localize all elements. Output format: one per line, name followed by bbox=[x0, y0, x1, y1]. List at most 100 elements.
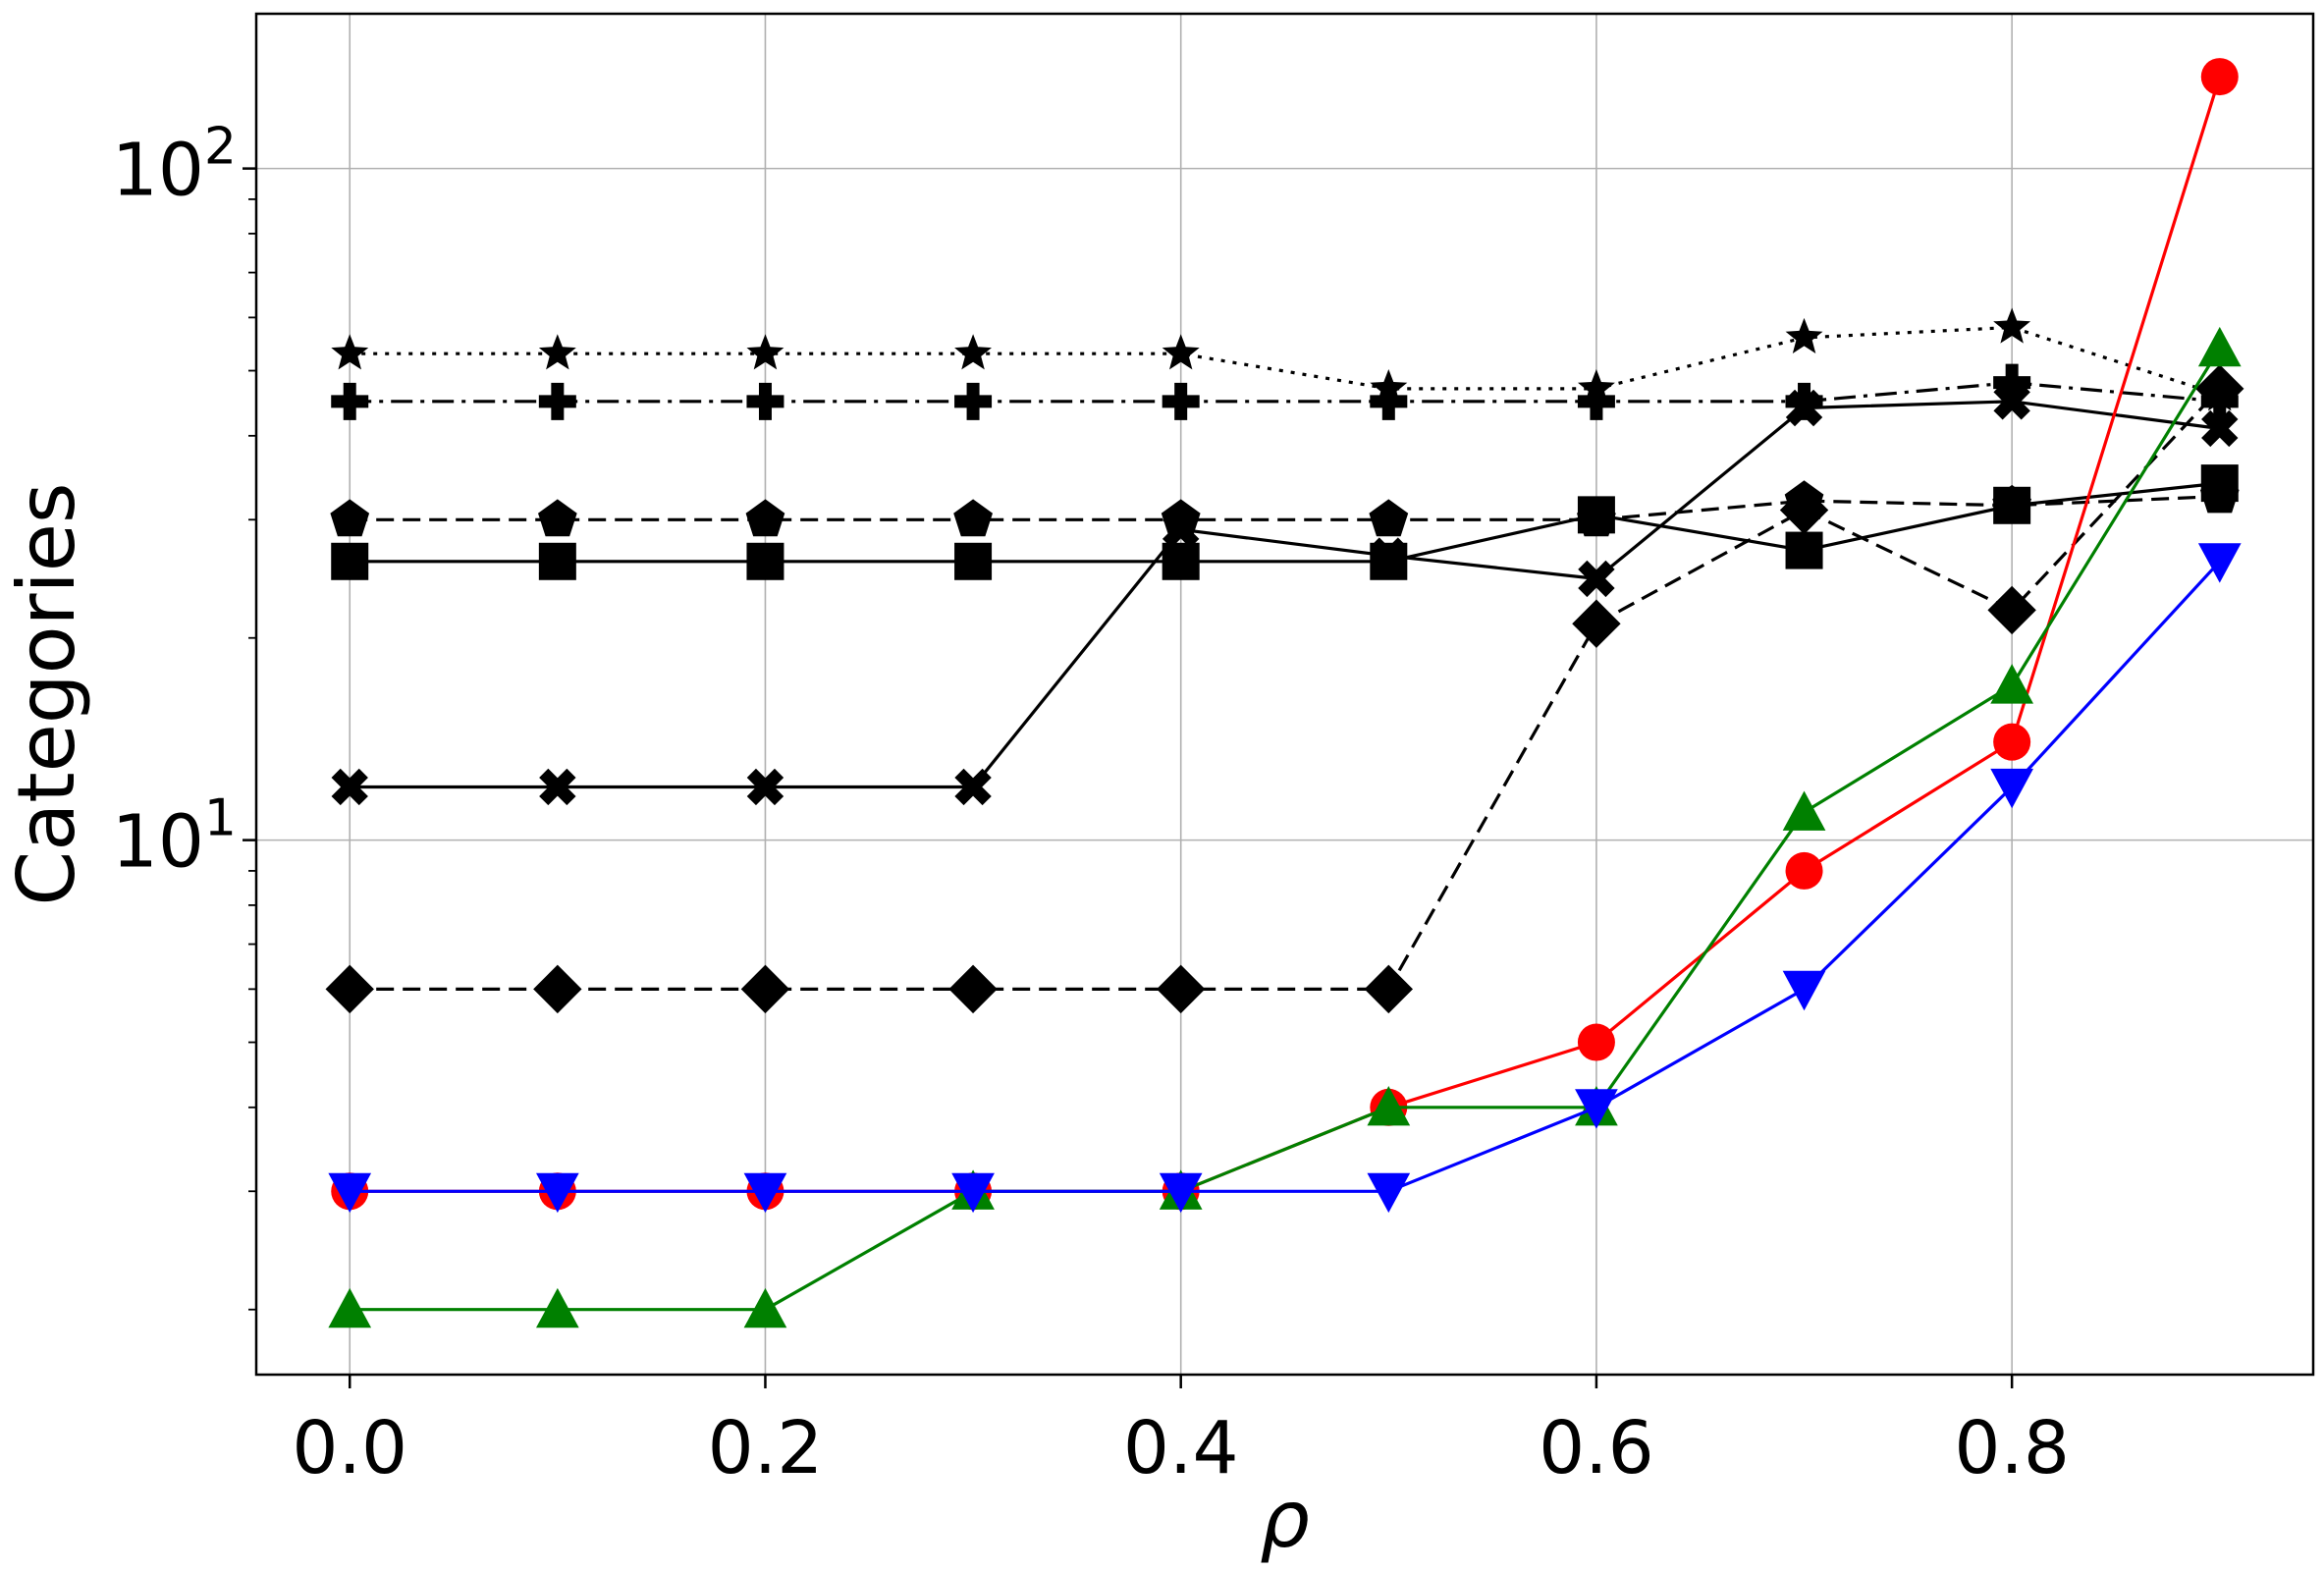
y-tick-label: 101 bbox=[112, 789, 237, 885]
series-point bbox=[746, 334, 784, 370]
series-point bbox=[954, 334, 992, 370]
series-point bbox=[1578, 560, 1615, 598]
series-point bbox=[535, 1287, 579, 1328]
series-point bbox=[1782, 970, 1826, 1011]
series-point bbox=[331, 768, 368, 806]
series-point bbox=[1367, 1172, 1411, 1214]
series-point bbox=[1785, 317, 1823, 353]
series-point bbox=[743, 1287, 787, 1328]
series-point bbox=[1987, 585, 2036, 635]
series-point bbox=[746, 382, 784, 420]
series-line-diamond bbox=[350, 387, 2221, 992]
series-line-x bbox=[350, 400, 2221, 789]
series-point bbox=[325, 964, 374, 1014]
x-tick-label: 0.8 bbox=[1954, 1406, 2070, 1490]
grid-lines bbox=[256, 14, 2313, 1375]
series-layer bbox=[325, 58, 2244, 1328]
series-point bbox=[1364, 964, 1414, 1014]
series-point-shape bbox=[539, 768, 576, 806]
series-point-shape bbox=[1993, 383, 2030, 420]
series-diamond bbox=[325, 364, 2244, 1014]
series-square bbox=[331, 464, 2239, 580]
series-point bbox=[1156, 964, 1206, 1014]
series-line-triangle-up bbox=[350, 347, 2222, 1312]
series-point bbox=[538, 382, 576, 420]
series-point bbox=[745, 499, 785, 537]
series-point bbox=[1575, 1089, 1618, 1129]
series-point bbox=[2195, 364, 2244, 413]
series-point bbox=[1577, 382, 1615, 420]
series-point bbox=[328, 1287, 372, 1328]
series-line-pentagon bbox=[350, 494, 2220, 521]
y-axis-label: Categories bbox=[1, 482, 92, 905]
series-point bbox=[1369, 499, 1409, 537]
series-point bbox=[1993, 723, 2031, 761]
series-point-shape bbox=[331, 768, 368, 806]
series-point bbox=[1370, 537, 1408, 574]
series-point bbox=[1159, 1172, 1203, 1214]
series-point bbox=[2201, 409, 2239, 448]
x-tick-label: 0.4 bbox=[1123, 1406, 1239, 1490]
series-point bbox=[2200, 58, 2239, 96]
series-line-triangle-down bbox=[350, 560, 2221, 1193]
series-point bbox=[1162, 542, 1200, 580]
x-axis-label: ρ bbox=[1260, 1474, 1310, 1565]
series-line-star bbox=[350, 325, 2221, 397]
series-point bbox=[331, 542, 369, 580]
series-point bbox=[746, 768, 784, 806]
series-point-shape bbox=[1370, 537, 1408, 574]
series-point bbox=[538, 542, 576, 580]
series-point bbox=[1785, 851, 1823, 890]
x-tick-label: 0.0 bbox=[292, 1406, 407, 1490]
series-point bbox=[953, 499, 993, 537]
series-point bbox=[533, 964, 582, 1014]
series-point bbox=[1785, 389, 1823, 427]
axis-ticks: 0.0 0.2 0.4 0.6 0.8 101 102 bbox=[112, 118, 2070, 1490]
series-point-shape bbox=[746, 768, 784, 806]
y-minor-ticks bbox=[248, 198, 256, 1311]
series-point-shape bbox=[1785, 389, 1823, 427]
series-point bbox=[1162, 511, 1200, 549]
series-point-shape bbox=[1578, 560, 1615, 598]
series-point bbox=[1993, 383, 2030, 420]
series-point bbox=[330, 499, 370, 537]
series-line-square bbox=[350, 481, 2220, 564]
series-point bbox=[1162, 382, 1200, 420]
series-point bbox=[2197, 543, 2242, 583]
series-point bbox=[1370, 382, 1408, 420]
series-point bbox=[1162, 334, 1200, 370]
series-point-shape bbox=[954, 768, 992, 806]
series-point bbox=[1367, 1085, 1411, 1126]
x-tick-label: 0.6 bbox=[1539, 1406, 1654, 1490]
series-point bbox=[740, 964, 790, 1014]
series-point bbox=[1779, 485, 1829, 535]
series-line-plus bbox=[350, 381, 2220, 404]
series-point bbox=[954, 768, 992, 806]
series-point bbox=[1993, 363, 2031, 402]
series-point-shape bbox=[2201, 409, 2239, 448]
series-point bbox=[743, 1172, 787, 1214]
series-point bbox=[539, 768, 576, 806]
series-point bbox=[1990, 768, 2034, 809]
series-point bbox=[1577, 496, 1615, 534]
series-point bbox=[1990, 664, 2034, 704]
series-point bbox=[948, 964, 998, 1014]
series-point bbox=[1993, 307, 2031, 344]
series-point-shape bbox=[1162, 511, 1200, 549]
series-point bbox=[954, 542, 993, 580]
series-point bbox=[1782, 790, 1826, 831]
series-point bbox=[538, 334, 576, 370]
series-point bbox=[2200, 464, 2239, 503]
series-point bbox=[1572, 599, 1621, 648]
series-point bbox=[1785, 531, 1823, 569]
series-point bbox=[328, 1172, 372, 1214]
series-point bbox=[1993, 486, 2031, 524]
series-point bbox=[746, 542, 784, 580]
series-triangle-down bbox=[328, 543, 2242, 1214]
series-point bbox=[538, 499, 577, 537]
series-point bbox=[535, 1172, 579, 1214]
x-tick-label: 0.2 bbox=[708, 1406, 824, 1490]
series-point bbox=[951, 1172, 995, 1214]
series-x bbox=[331, 383, 2239, 806]
